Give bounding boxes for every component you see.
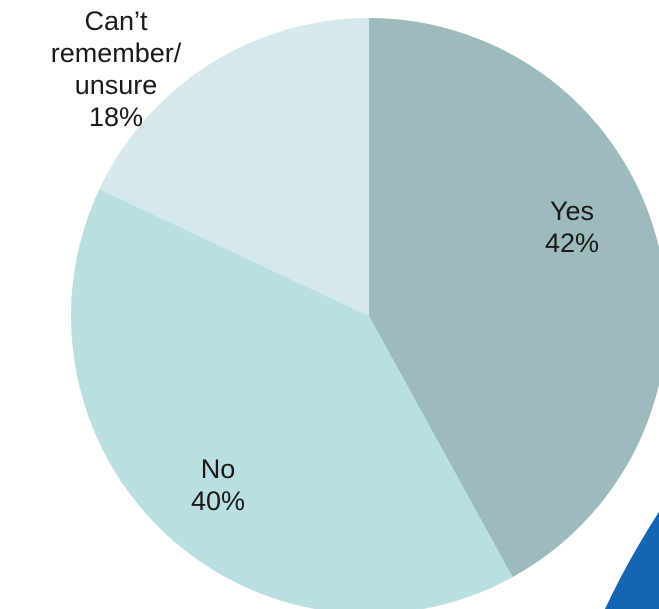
slice-label-line: 42% <box>545 228 599 258</box>
slice-label-2: Can’t remember/unsure 18% <box>51 6 182 132</box>
pie-slice-0 <box>369 18 659 578</box>
pie-slice-1 <box>71 189 513 609</box>
slice-label-line: 40% <box>191 486 245 516</box>
slice-label-line: Yes <box>550 196 594 226</box>
slice-label-0: Yes 42% <box>545 196 599 258</box>
accent-swoosh-shape <box>605 511 659 609</box>
slice-label-line: Can’t <box>84 6 148 36</box>
slices-layer <box>71 18 659 609</box>
slice-label-1: No 40% <box>191 454 245 516</box>
pie-slice-2 <box>99 18 369 316</box>
labels-layer: Yes 42% No 40% Can’t remember/unsure 18% <box>51 6 599 516</box>
slice-label-line: unsure <box>75 70 158 100</box>
slice-label-line: remember/ <box>51 38 182 68</box>
slice-label-line: 18% <box>89 102 143 132</box>
slice-label-line: No <box>201 454 236 484</box>
